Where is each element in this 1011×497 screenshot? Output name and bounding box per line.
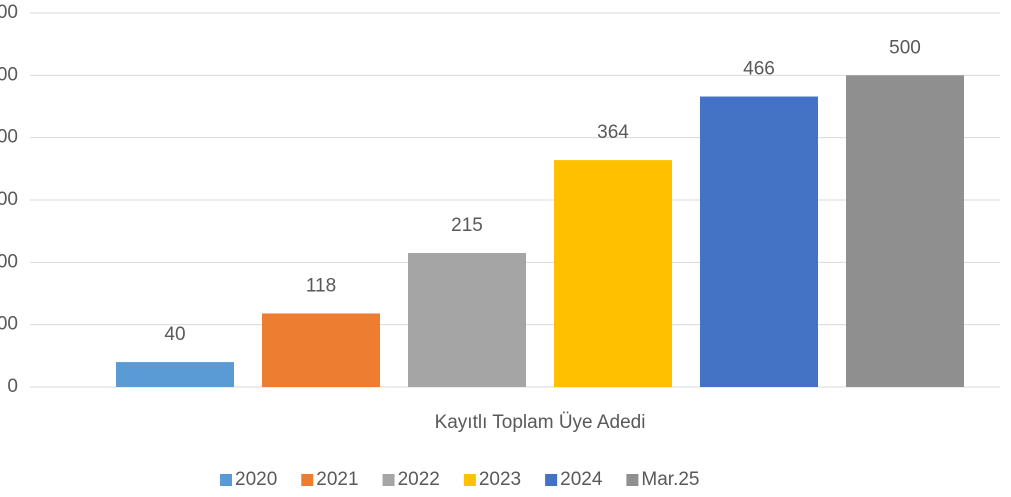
data-label: 500	[889, 37, 921, 58]
bar	[262, 313, 380, 387]
y-tick-label: 100	[0, 314, 18, 335]
bar	[408, 252, 526, 387]
legend-swatch	[545, 474, 558, 486]
legend-label: 2024	[560, 469, 603, 490]
y-tick-label: 300	[0, 189, 18, 210]
data-label: 364	[597, 122, 629, 143]
legend-swatch	[220, 474, 232, 486]
data-label: 466	[743, 59, 775, 80]
legend-label: 2021	[316, 469, 358, 490]
legend-swatch	[463, 474, 476, 486]
bar	[846, 75, 964, 387]
bar	[116, 362, 234, 387]
legend-swatch	[301, 474, 314, 486]
legend-label: 2022	[398, 469, 440, 490]
bar	[700, 96, 818, 387]
y-tick-label: 500	[0, 64, 18, 85]
y-tick-label: 400	[0, 127, 18, 148]
y-tick-label: 0	[7, 376, 18, 397]
bar	[554, 160, 672, 387]
legend-swatch	[382, 474, 395, 486]
legend-label: 2020	[235, 469, 277, 490]
legend-label: 2023	[479, 469, 521, 490]
y-tick-label: 200	[0, 251, 18, 272]
y-tick-label: 600	[0, 2, 18, 23]
data-label: 118	[306, 275, 336, 296]
x-tick-label: Kayıtlı Toplam Üye Adedi	[435, 412, 646, 433]
legend-label: Mar.25	[641, 469, 699, 490]
data-label: 215	[451, 215, 483, 236]
data-label: 40	[164, 324, 185, 345]
legend-swatch	[626, 474, 639, 486]
